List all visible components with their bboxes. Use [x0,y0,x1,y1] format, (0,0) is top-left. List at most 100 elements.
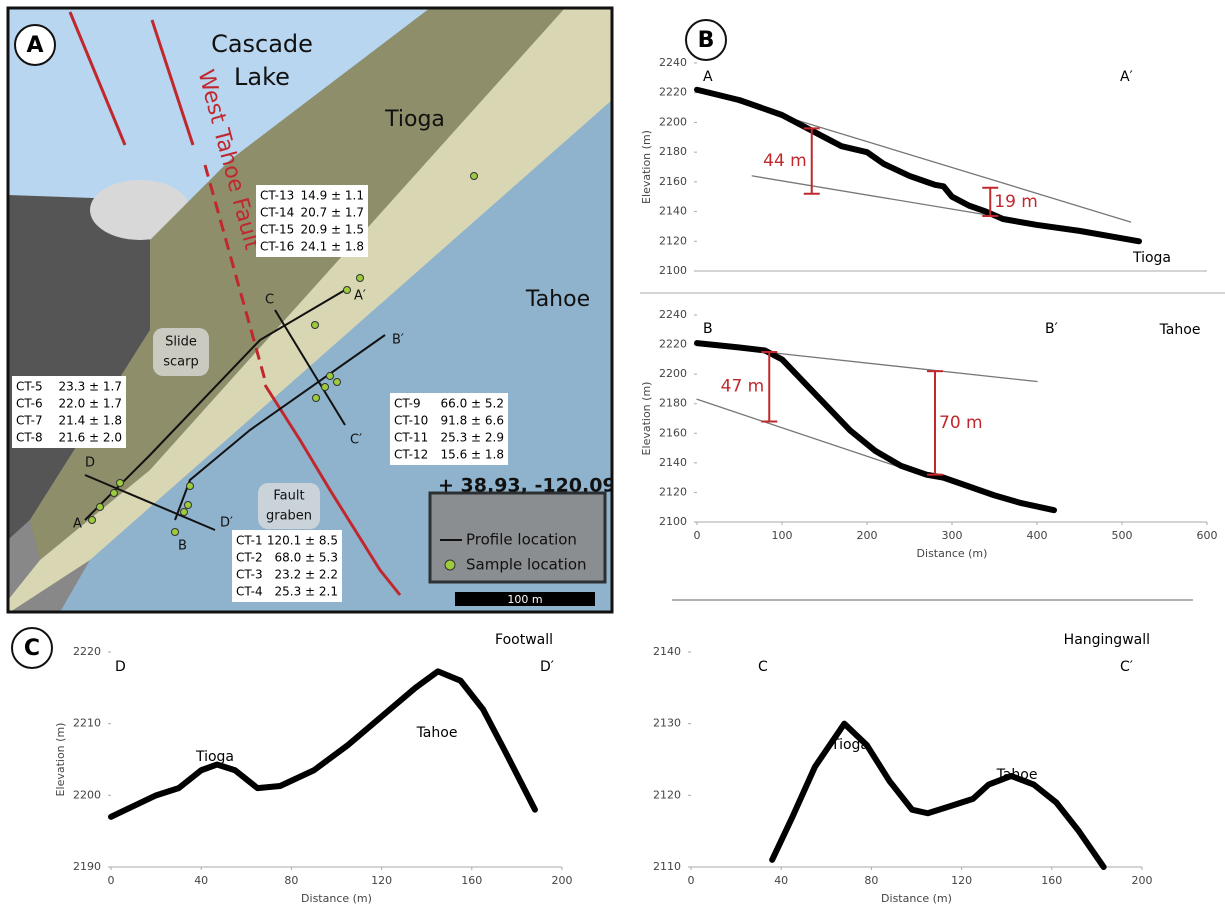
annotation: Tahoe [1159,322,1201,338]
y-axis-label: Elevation (m) [640,130,653,204]
measurement-label: 70 m [939,413,983,433]
x-tick-label: 0 [688,874,695,887]
y-tick-label: 2220 [73,645,101,658]
feature-label: Slide [165,335,197,350]
y-tick-label: 2110 [653,860,681,873]
x-tick-label: 80 [284,874,298,887]
y-tick-label: 2240 [659,308,687,321]
y-tick-label: 2200 [659,115,687,128]
sample-id: CT-10 [394,414,428,428]
y-tick-label: 2100 [659,515,687,528]
profile-label: B [178,539,187,554]
sample-age: 120.1 ± 8.5 [267,534,338,548]
x-tick-label: 80 [864,874,878,887]
x-tick-label: 200 [857,529,878,542]
endpoint-label: C′ [1120,659,1133,675]
profile-label: A′ [354,289,366,304]
x-tick-label: 100 [772,529,793,542]
endpoint-label: B′ [1045,321,1058,337]
legend-entry: Profile location [466,531,577,549]
endpoint-label: B [703,321,713,337]
feature-label: scarp [163,355,198,370]
figure: Cascade Lake West Tahoe Fault Tioga Taho… [0,0,1225,909]
y-tick-label: 2200 [659,367,687,380]
y-tick-label: 2240 [659,56,687,69]
map: Cascade Lake West Tahoe Fault Tioga Taho… [8,8,616,612]
sample-id: CT-2 [236,551,263,565]
measurement-label: 19 m [994,192,1038,212]
y-tick-label: 2100 [659,264,687,277]
y-tick-label: 2160 [659,426,687,439]
x-axis-label: Distance (m) [301,892,372,905]
profile [111,671,535,816]
profile-label: D′ [220,516,233,531]
profile-label: C [265,293,274,308]
annotation: Tahoe [416,725,458,741]
sample-age: 68.0 ± 5.3 [275,551,339,565]
endpoint-label: D [115,659,126,675]
x-tick-label: 40 [774,874,788,887]
sample-id: CT-13 [260,189,294,203]
sample-age: 25.3 ± 2.9 [441,431,505,445]
sample-id: CT-1 [236,534,263,548]
panel-label: C [24,636,40,661]
x-tick-label: 40 [194,874,208,887]
y-tick-label: 2220 [659,338,687,351]
sample-age: 14.9 ± 1.1 [301,189,365,203]
y-tick-label: 2140 [659,456,687,469]
x-tick-label: 120 [951,874,972,887]
x-tick-label: 200 [1132,874,1153,887]
profile-label: B′ [392,333,404,348]
sample-age: 15.6 ± 1.8 [441,448,505,462]
y-tick-label: 2180 [659,397,687,410]
profile [772,724,1103,867]
y-tick-label: 2120 [659,234,687,247]
sample-age: 66.0 ± 5.2 [441,397,505,411]
feature-label: Fault [273,489,304,504]
sample-id: CT-16 [260,240,294,254]
y-tick-label: 2210 [73,717,101,730]
y-axis-label: Elevation (m) [640,382,653,456]
sample-age: 20.9 ± 1.5 [301,223,365,237]
sample-id: CT-15 [260,223,294,237]
unit-label: Tahoe [525,287,590,312]
x-axis-label: Distance (m) [881,892,952,905]
y-tick-label: 2190 [73,860,101,873]
reference-line [752,176,1011,219]
sample-id: CT-8 [16,431,43,445]
reference-line [697,399,927,476]
sample-id: CT-6 [16,397,43,411]
sample-id: CT-9 [394,397,421,411]
endpoint-label: D′ [540,659,554,675]
profile-label: C′ [350,433,362,448]
lake-label: Cascade [211,30,313,58]
y-tick-label: 2130 [653,717,681,730]
y-tick-label: 2120 [653,788,681,801]
x-tick-label: 0 [108,874,115,887]
y-tick-label: 2160 [659,175,687,188]
y-tick-label: 2180 [659,145,687,158]
unit-label: Tioga [384,107,445,132]
feature-label: graben [266,509,312,524]
sample-age: 23.3 ± 1.7 [59,380,123,394]
y-tick-label: 2200 [73,788,101,801]
sample-age: 24.1 ± 1.8 [301,240,365,254]
x-tick-label: 300 [942,529,963,542]
y-tick-label: 2140 [659,205,687,218]
x-tick-label: 200 [552,874,573,887]
profile-label: D [85,456,95,471]
y-tick-label: 2120 [659,485,687,498]
x-tick-label: 500 [1112,529,1133,542]
sample-age: 25.3 ± 2.1 [275,585,339,599]
measurement-label: 47 m [721,377,765,397]
sample-id: CT-7 [16,414,43,428]
x-tick-label: 160 [461,874,482,887]
sample-age: 91.8 ± 6.6 [441,414,505,428]
chart-title: Footwall [495,632,553,648]
measurement-label: 44 m [763,151,807,171]
sample-age: 23.2 ± 2.2 [275,568,339,582]
x-tick-label: 120 [371,874,392,887]
panel-label: B [698,28,715,53]
annotation: Tioga [1132,250,1171,266]
sample-id: CT-3 [236,568,263,582]
